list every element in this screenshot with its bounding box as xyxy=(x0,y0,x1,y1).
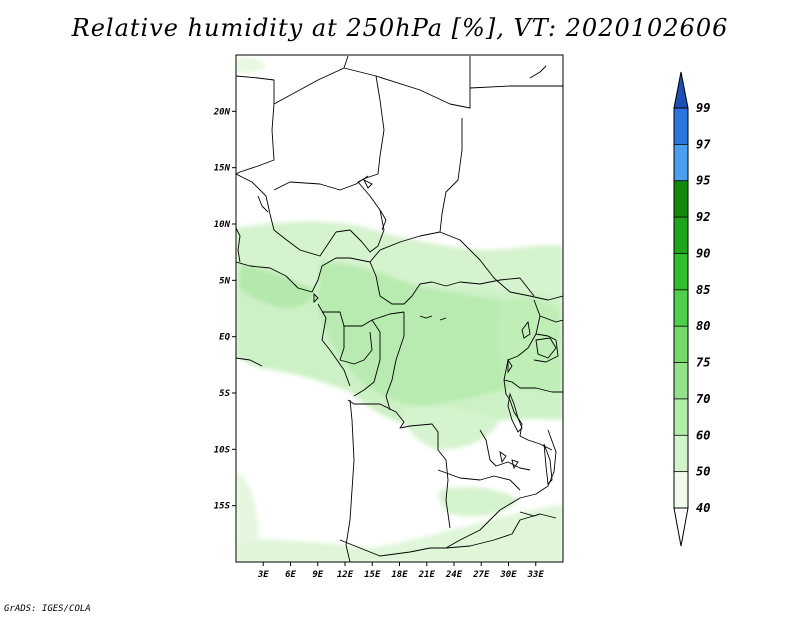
lon-tick-label: 12E xyxy=(337,570,354,580)
lake-mweru xyxy=(499,451,507,464)
lon-tick-label: 9E xyxy=(312,570,323,580)
fill-angola-east xyxy=(400,407,500,450)
colorbar-level-label: 60 xyxy=(696,428,710,442)
lake-kivu xyxy=(507,358,513,374)
lakes xyxy=(313,65,557,517)
colorbar-level-label: 40 xyxy=(696,501,710,515)
fill-south-west-coast xyxy=(236,470,259,545)
colorbar-level-label: 70 xyxy=(696,392,710,406)
lat-tick-label: 5N xyxy=(219,276,230,286)
colorbar-level-label: 85 xyxy=(696,283,710,297)
humidity-fill xyxy=(236,57,563,562)
lake-tanganyika xyxy=(507,392,523,433)
lat-tick-label: 15N xyxy=(214,164,231,174)
fill-se-patch xyxy=(439,487,520,517)
lat-tick-label: 10S xyxy=(214,445,231,455)
colorbar-band xyxy=(674,180,688,218)
colorbar-level-label: 50 xyxy=(696,465,710,479)
fill-south-lower xyxy=(236,504,563,562)
colorbar-level-label: 92 xyxy=(696,210,710,224)
lake-kariba xyxy=(519,511,541,517)
colorbar-band xyxy=(674,108,688,145)
lon-tick-label: 15E xyxy=(364,570,381,580)
map-title: Relative humidity at 250hPa [%], VT: 202… xyxy=(71,14,729,42)
colorbar-level-label: 90 xyxy=(696,246,710,260)
colorbar-level-label: 95 xyxy=(696,174,710,188)
lon-tick-label: 27E xyxy=(472,570,490,580)
lon-tick-label: 33E xyxy=(527,570,545,580)
colorbar-under-triangle xyxy=(673,507,689,547)
lon-tick-label: 18E xyxy=(391,570,408,580)
lake-chad xyxy=(362,178,373,189)
lake-malawi xyxy=(543,443,553,485)
lake-bangweulu xyxy=(511,459,519,470)
lat-tick-label: 10N xyxy=(214,220,231,230)
lat-tick-label: 5S xyxy=(219,389,230,399)
fill-congo-core xyxy=(318,262,547,406)
country-borders xyxy=(236,55,563,562)
lon-tick-label: 6E xyxy=(285,570,296,580)
sea-coast-ne xyxy=(529,65,547,79)
colorbar-band xyxy=(674,471,688,508)
lon-tick-label: 3E xyxy=(257,570,269,580)
lake-victoria xyxy=(535,337,557,359)
grads-credit: GrADS: IGES/COLA xyxy=(4,604,91,614)
colorbar-band xyxy=(674,144,688,181)
lat-tick-label: 20N xyxy=(213,107,231,117)
colorbar: 40 50 60 70 75 80 85 90 92 95 97 99 xyxy=(673,71,711,547)
colorbar-level-label: 97 xyxy=(696,137,711,151)
colorbar-band xyxy=(674,253,688,290)
colorbar-level-label: 99 xyxy=(696,101,710,115)
lon-tick-label: 30E xyxy=(499,570,517,580)
lon-tick-label: 24E xyxy=(445,570,463,580)
axis-ticks: 3E 6E 9E 12E 15E 18E 21E 24E 27E 30E 33E 20N 15N 10N 5… xyxy=(213,107,545,580)
colorbar-band xyxy=(674,435,688,472)
colorbar-level-label: 80 xyxy=(696,319,710,333)
fill-north-west xyxy=(236,57,266,73)
colorbar-level-label: 75 xyxy=(696,356,710,370)
colorbar-over-triangle xyxy=(673,71,689,109)
lake-albert xyxy=(521,320,531,339)
colorbar-band xyxy=(674,398,688,436)
colorbar-band xyxy=(674,289,688,327)
colorbar-band xyxy=(674,362,688,399)
colorbar-band xyxy=(674,217,688,254)
river-lakes-1 xyxy=(419,315,433,319)
lat-tick-label: EQ xyxy=(219,333,230,343)
bioko-island xyxy=(313,292,319,304)
fill-gulf-guinea xyxy=(238,264,313,309)
lon-tick-label: 21E xyxy=(418,570,436,580)
river-lakes-2 xyxy=(439,317,447,321)
colorbar-band xyxy=(674,326,688,363)
lat-tick-label: 15S xyxy=(214,502,231,512)
